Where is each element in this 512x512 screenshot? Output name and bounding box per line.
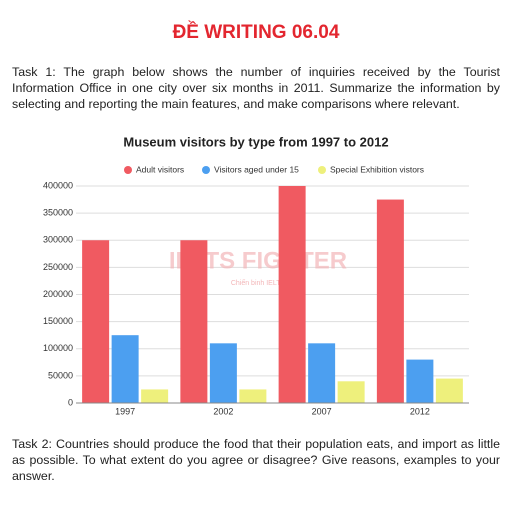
y-tick-label: 300000 bbox=[43, 235, 73, 245]
watermark-tagline: Chiến binh IELTS bbox=[231, 278, 286, 287]
bar bbox=[278, 186, 306, 403]
legend-label: Adult visitors bbox=[136, 164, 184, 174]
legend-label: Visitors aged under 15 bbox=[214, 164, 299, 174]
bar bbox=[111, 335, 139, 403]
x-tick-label: 2012 bbox=[410, 406, 430, 416]
y-tick-label: 400000 bbox=[43, 180, 73, 190]
task-1: Task 1: The graph below shows the number… bbox=[12, 65, 500, 111]
x-tick-label: 1997 bbox=[115, 406, 135, 416]
x-tick-label: 2007 bbox=[312, 406, 332, 416]
y-tick-label: 100000 bbox=[43, 343, 73, 353]
bar bbox=[308, 343, 336, 403]
bar bbox=[435, 378, 463, 403]
bar bbox=[82, 240, 110, 403]
page-title: ĐỀ WRITING 06.04 bbox=[172, 22, 340, 43]
bar bbox=[337, 381, 365, 403]
bar bbox=[180, 240, 208, 403]
x-tick-label: 2002 bbox=[213, 406, 233, 416]
y-tick-label: 50000 bbox=[48, 370, 73, 380]
y-tick-label: 350000 bbox=[43, 208, 73, 218]
bar bbox=[406, 359, 434, 403]
y-tick-label: 0 bbox=[68, 397, 73, 407]
legend-swatch bbox=[124, 166, 132, 174]
legend-swatch bbox=[318, 166, 326, 174]
chart-title: Museum visitors by type from 1997 to 201… bbox=[123, 134, 388, 149]
task-2: Task 2: Countries should produce the foo… bbox=[12, 437, 500, 483]
y-tick-label: 250000 bbox=[43, 262, 73, 272]
legend-label: Special Exhibition vistors bbox=[330, 164, 424, 174]
bar bbox=[141, 389, 169, 403]
bar bbox=[209, 343, 237, 403]
bar bbox=[376, 199, 404, 403]
legend-swatch bbox=[202, 166, 210, 174]
bar bbox=[239, 389, 267, 403]
y-tick-label: 150000 bbox=[43, 316, 73, 326]
y-tick-label: 200000 bbox=[43, 289, 73, 299]
